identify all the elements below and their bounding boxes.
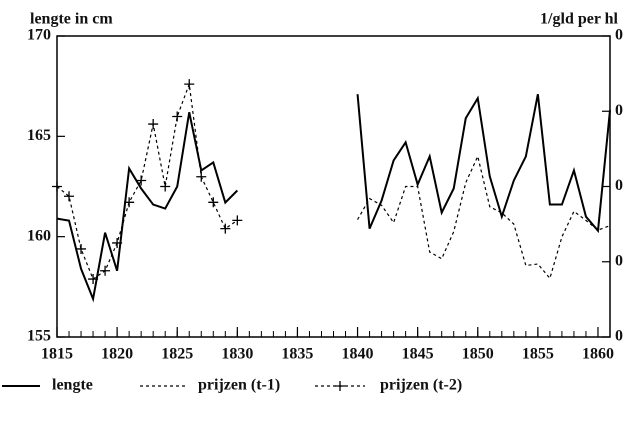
plus-marker bbox=[232, 215, 243, 226]
legend-label: lengte bbox=[52, 377, 93, 394]
legend-label: prijzen (t-2) bbox=[380, 377, 462, 394]
y-tick-label: 160 bbox=[27, 227, 51, 244]
plus-marker bbox=[184, 79, 195, 90]
plus-marker bbox=[136, 175, 147, 186]
x-tick-label: 1850 bbox=[462, 346, 494, 363]
plus-marker bbox=[124, 197, 135, 208]
y-axis-label: lengte in cm bbox=[30, 11, 113, 28]
x-tick-label: 1860 bbox=[582, 346, 614, 363]
y-tick-label: 165 bbox=[27, 127, 51, 144]
plus-marker bbox=[88, 274, 99, 285]
series-line bbox=[56, 83, 238, 280]
plus-marker bbox=[160, 181, 171, 192]
series-line bbox=[56, 94, 611, 303]
x-tick-label: 1825 bbox=[161, 346, 193, 363]
y2-tick-label: 0,3 bbox=[615, 102, 623, 119]
x-tick-label: 1840 bbox=[342, 346, 374, 363]
y2-tick-label: 0,2 bbox=[615, 177, 623, 194]
y2-tick-label: 0,1 bbox=[615, 252, 623, 269]
x-tick-label: 1835 bbox=[281, 346, 313, 363]
plus-marker bbox=[208, 197, 219, 208]
plus-marker bbox=[172, 111, 183, 122]
y2-axis-label: 1/gld per hl bbox=[540, 11, 619, 28]
x-tick-label: 1845 bbox=[402, 346, 434, 363]
plus-marker bbox=[112, 237, 123, 248]
y-tick-label: 155 bbox=[27, 328, 51, 345]
plus-marker bbox=[148, 119, 159, 130]
plus-marker bbox=[100, 265, 111, 276]
x-tick-label: 1855 bbox=[522, 346, 554, 363]
x-tick-label: 1830 bbox=[221, 346, 253, 363]
legend-label: prijzen (t-1) bbox=[198, 377, 280, 394]
plus-marker bbox=[76, 243, 87, 254]
plus-marker bbox=[52, 181, 62, 192]
x-tick-label: 1815 bbox=[41, 346, 73, 363]
y2-tick-label: 0 bbox=[615, 328, 623, 345]
legend-marker bbox=[335, 381, 345, 391]
series-line bbox=[357, 154, 611, 280]
y-tick-label: 170 bbox=[27, 27, 51, 44]
y2-tick-label: 0,4 bbox=[615, 27, 623, 44]
x-tick-label: 1820 bbox=[101, 346, 133, 363]
plus-marker bbox=[64, 191, 75, 202]
plus-marker bbox=[196, 171, 207, 182]
plus-marker bbox=[220, 223, 231, 234]
